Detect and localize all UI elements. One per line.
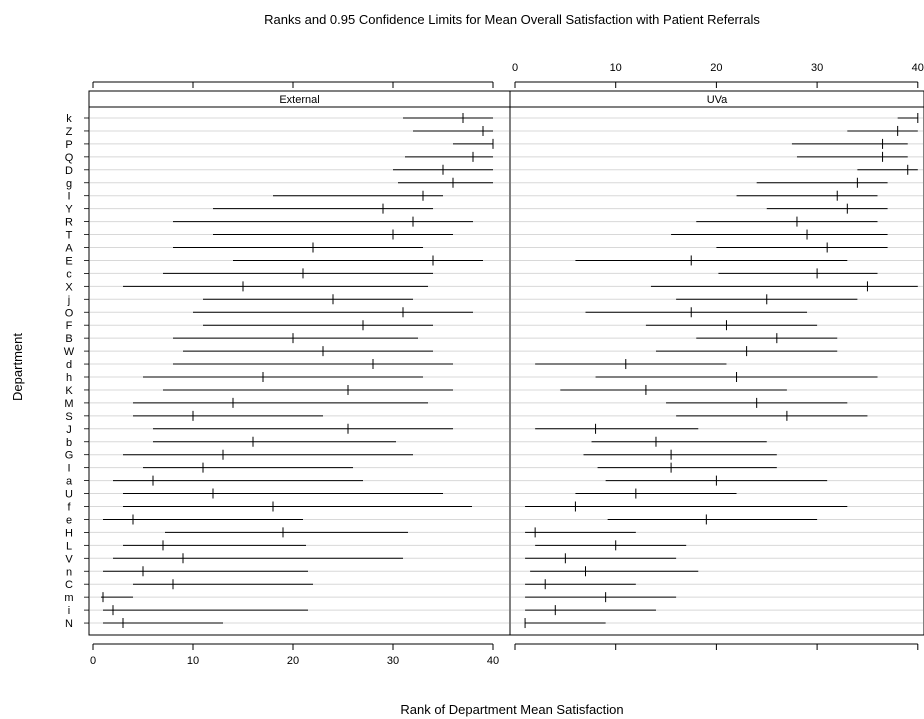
dept-label: i [68, 605, 70, 617]
dept-label: P [65, 139, 72, 151]
dept-label: G [65, 450, 74, 462]
dept-label: e [66, 514, 72, 526]
dept-label: a [66, 476, 73, 488]
y-axis-label: Department [10, 333, 25, 401]
chart-title: Ranks and 0.95 Confidence Limits for Mea… [264, 12, 760, 27]
dept-label: g [66, 178, 72, 190]
dept-label: R [65, 217, 73, 229]
dept-label: Z [66, 126, 73, 138]
dept-label: U [65, 489, 73, 501]
dept-label: F [66, 320, 73, 332]
dept-label: A [65, 243, 73, 255]
x-tick-label: 30 [387, 655, 399, 667]
dept-label: J [66, 424, 72, 436]
panel-strip-label: UVa [707, 94, 728, 106]
dept-label: N [65, 618, 73, 630]
x-tick-label: 20 [287, 655, 299, 667]
dept-label: n [66, 566, 72, 578]
dept-label: C [65, 579, 73, 591]
panel-strip-label: External [279, 94, 319, 106]
dept-label: W [64, 346, 75, 358]
dept-label: V [65, 553, 73, 565]
dept-label: d [66, 359, 72, 371]
dept-label: j [67, 294, 70, 306]
dept-label: I [67, 463, 70, 475]
dept-label: K [65, 385, 73, 397]
x-tick-label: 20 [710, 62, 722, 74]
dept-label: O [65, 307, 74, 319]
dept-label: E [65, 255, 72, 267]
dept-label: X [65, 281, 73, 293]
panel-frame [509, 90, 924, 636]
dept-label: Y [65, 204, 73, 216]
x-tick-label: 40 [912, 62, 924, 74]
dept-label: M [64, 398, 73, 410]
dept-label: H [65, 527, 73, 539]
x-axis-label: Rank of Department Mean Satisfaction [400, 702, 623, 717]
dept-label: h [66, 372, 72, 384]
dept-label: L [66, 540, 72, 552]
dept-label: b [66, 437, 72, 449]
panel-frame [88, 90, 511, 636]
dept-label: c [66, 268, 72, 280]
dept-label: I [67, 191, 70, 203]
dept-label: f [67, 502, 71, 514]
x-tick-label: 10 [610, 62, 622, 74]
x-tick-label: 10 [187, 655, 199, 667]
x-tick-label: 40 [487, 655, 499, 667]
dept-label: S [65, 411, 72, 423]
x-tick-label: 0 [512, 62, 518, 74]
dept-label: T [66, 230, 73, 242]
dept-label: B [65, 333, 72, 345]
dept-label: Q [65, 152, 74, 164]
x-tick-label: 30 [811, 62, 823, 74]
dept-label: k [66, 113, 72, 125]
dept-label: D [65, 165, 73, 177]
dept-label: m [64, 592, 73, 604]
x-tick-label: 0 [90, 655, 96, 667]
